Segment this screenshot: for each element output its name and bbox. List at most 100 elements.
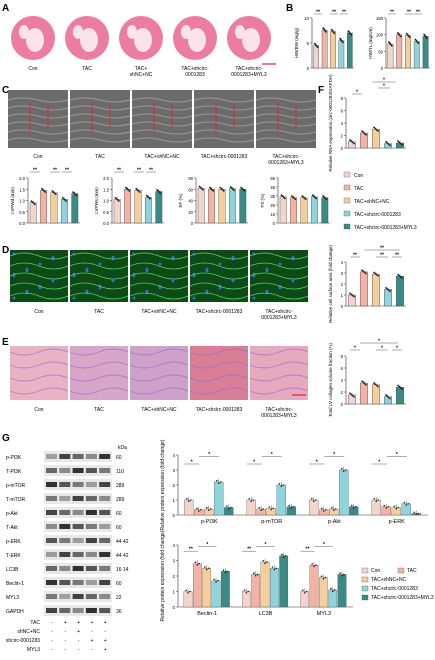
bar	[396, 387, 404, 405]
y-tick-label: 1.5	[103, 187, 109, 192]
data-point	[220, 187, 223, 190]
nucleus	[38, 286, 42, 290]
group-label: TAC+	[135, 66, 148, 72]
y-tick-label: 0.5	[103, 210, 109, 215]
bar	[193, 563, 202, 608]
data-point	[197, 510, 200, 512]
data-point	[126, 187, 128, 190]
nucleus	[158, 286, 162, 290]
data-point	[351, 294, 354, 297]
blot-label: GAPDH	[6, 609, 24, 615]
group-label: 0001283+MYL3	[261, 315, 297, 321]
data-point	[312, 500, 315, 503]
y-tick-label: 8	[341, 96, 344, 101]
data-point	[385, 140, 387, 143]
data-point	[397, 384, 399, 387]
nucleus	[51, 279, 55, 283]
data-point	[75, 194, 78, 197]
kda-value: 44 42	[116, 553, 129, 559]
data-point	[375, 384, 378, 387]
bar	[309, 499, 319, 516]
data-point	[344, 469, 347, 471]
cell-border	[9, 252, 69, 260]
group-label: Con	[34, 407, 43, 413]
data-point	[212, 189, 215, 192]
kda-value: 16 14	[116, 567, 129, 573]
ventricle-cavity	[188, 28, 206, 52]
significance-mark: **	[316, 9, 320, 15]
blot-band	[99, 482, 111, 487]
group-label: TAC+shcirc-0001283	[201, 154, 248, 160]
echo-trace	[193, 121, 255, 127]
data-point	[401, 276, 403, 279]
data-point	[138, 191, 141, 193]
treatment-mark: -	[64, 629, 66, 635]
data-point	[149, 197, 152, 200]
y-tick-label: 0	[172, 605, 175, 610]
blot-label: T-PI3K	[6, 469, 22, 475]
data-point	[247, 590, 250, 593]
bar	[330, 31, 336, 69]
blot-band	[59, 496, 71, 501]
data-point	[44, 191, 47, 193]
data-point	[31, 201, 34, 204]
echo-trace	[7, 97, 69, 103]
blot-band	[85, 524, 97, 529]
nucleus	[265, 289, 269, 293]
nucleus	[171, 279, 175, 283]
collagen-fiber	[189, 374, 249, 382]
data-point	[324, 197, 327, 200]
ventricle-cavity	[242, 28, 260, 52]
blot-band	[72, 496, 84, 501]
data-point	[262, 508, 265, 510]
y-tick-label: 6	[341, 366, 344, 371]
echo-trace	[255, 129, 317, 135]
data-point	[373, 498, 376, 500]
blot-band	[46, 468, 57, 473]
data-point	[199, 508, 202, 511]
data-point	[407, 502, 410, 505]
y-tick-label: 0.5	[19, 210, 25, 215]
data-point	[159, 192, 162, 195]
data-point	[215, 480, 218, 482]
nucleus	[98, 262, 102, 266]
data-point	[281, 553, 283, 556]
bar	[321, 29, 328, 69]
data-point	[397, 273, 399, 276]
data-point	[374, 127, 377, 130]
y-tick-label: 2.0	[103, 176, 109, 181]
data-point	[365, 383, 367, 386]
legend-label: Con	[354, 173, 363, 179]
data-point	[224, 571, 227, 574]
ventricle-cavity	[127, 25, 137, 39]
data-point	[294, 198, 297, 201]
blot-strip	[44, 535, 112, 546]
blot-label: MYL3	[6, 595, 19, 601]
data-point	[315, 197, 318, 200]
significance-mark: *	[383, 77, 385, 83]
data-point	[408, 36, 411, 39]
blot-band	[59, 482, 71, 487]
cell-border	[249, 252, 309, 260]
collagen-fiber	[9, 374, 69, 382]
echo-trace	[7, 129, 69, 135]
significance-mark: *	[316, 459, 318, 465]
data-point	[302, 196, 305, 198]
data-point	[389, 397, 391, 400]
x-tick-label: Beclin-1	[197, 611, 217, 617]
data-point	[361, 269, 363, 272]
group-label: TAC+shcirc-	[272, 154, 300, 160]
x-tick-label: LC3B	[259, 611, 273, 617]
blot-band	[46, 566, 57, 571]
data-point	[210, 187, 212, 190]
data-point	[135, 187, 138, 190]
cell-border	[189, 272, 249, 280]
y-axis-label: Relative protein expression (fold change…	[160, 530, 166, 621]
bar	[279, 196, 287, 224]
legend-swatch	[343, 197, 351, 204]
echo-trace	[255, 105, 317, 111]
echo-trace	[69, 113, 131, 119]
blot-label: LC3B	[6, 567, 19, 573]
group-label: TAC+shcirc-	[265, 309, 293, 315]
data-point	[377, 385, 379, 388]
